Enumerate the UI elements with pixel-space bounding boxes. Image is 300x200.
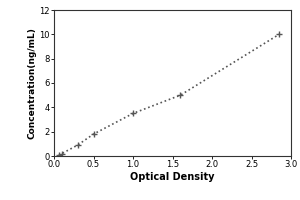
Y-axis label: Concentration(ng/mL): Concentration(ng/mL) [28,27,37,139]
X-axis label: Optical Density: Optical Density [130,172,215,182]
